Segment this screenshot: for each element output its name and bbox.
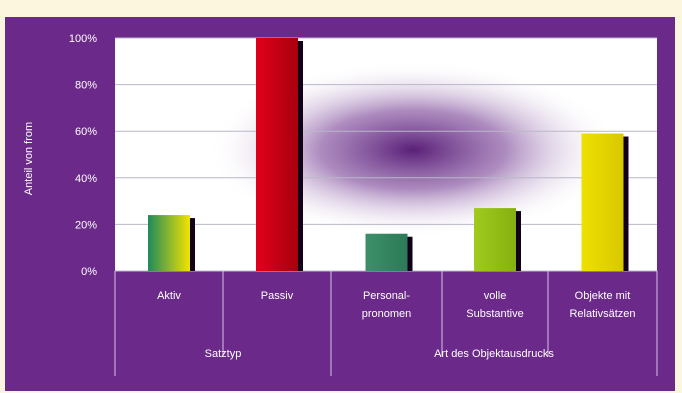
group-label: Art des Objektausdrucks: [434, 348, 554, 360]
group-label: Satztyp: [205, 348, 242, 360]
x-tick-label: Aktiv: [157, 290, 181, 302]
y-tick-label: 80%: [75, 80, 97, 92]
bar: [256, 38, 298, 271]
y-tick-label: 40%: [75, 173, 97, 185]
x-tick-label: volle Substantive: [466, 290, 523, 320]
plot-glow: [115, 38, 657, 271]
x-tick-label: Passiv: [261, 290, 294, 302]
bar: [365, 233, 408, 271]
y-axis-label: Anteil von from: [23, 122, 35, 195]
x-tick-label: Personal-pronomen: [362, 290, 412, 320]
y-tick-label: 0%: [81, 266, 97, 278]
bar: [581, 133, 624, 271]
y-tick-label: 100%: [69, 33, 97, 45]
x-tick-label: Objekte mit Relativsätzen: [569, 290, 635, 320]
bar: [474, 208, 516, 271]
bar: [148, 215, 190, 271]
chart-figure: 0% 20% 40% 60% 80% 100% Anteil von from Aktiv Pa…: [5, 17, 675, 391]
y-tick-label: 20%: [75, 219, 97, 231]
y-tick-label: 60%: [75, 126, 97, 138]
bar-chart: 0% 20% 40% 60% 80% 100% Anteil von from Aktiv Pa…: [23, 33, 658, 376]
